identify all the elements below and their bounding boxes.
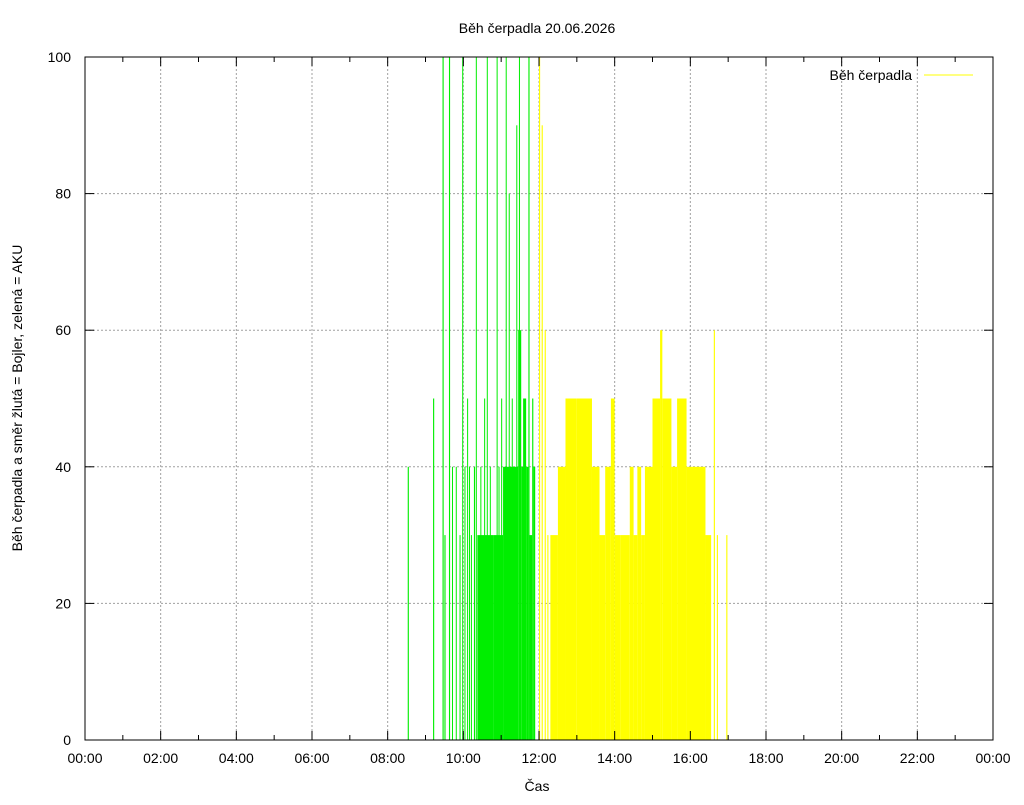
x-tick-label: 22:00 [900,750,935,766]
bar [550,535,558,740]
x-tick-label: 06:00 [294,750,329,766]
bar [529,535,533,740]
axis-ticks: 00:00 02:00 04:00 06:00 08:00 10:00 12:00 14:00… [48,49,1011,766]
bar [508,193,510,741]
bar [448,57,451,740]
bar [652,398,661,740]
bar [569,466,574,740]
x-tick-label: 04:00 [219,750,254,766]
bar [511,398,513,740]
x-tick-label: 02:00 [143,750,178,766]
y-tick-label: 40 [55,459,71,475]
bar [662,398,672,740]
x-tick-label: 12:00 [521,750,556,766]
bar [493,535,504,740]
bar [470,535,472,740]
bar [501,398,503,740]
bar [541,125,543,741]
bar [505,57,507,740]
bar [591,466,600,740]
bar [464,466,466,740]
legend-label: Běh čerpadla [829,67,912,83]
bar [477,535,494,740]
bar [576,398,592,740]
bar [686,466,706,740]
y-tick-label: 80 [55,186,71,202]
bar [473,466,476,740]
x-tick-label: 00:00 [67,750,102,766]
bar [671,466,678,740]
bar [557,466,566,740]
x-axis-label: Čas [525,778,550,794]
bar [716,535,718,740]
bar [605,466,611,740]
bar [539,57,541,740]
bar [526,466,529,740]
y-tick-label: 20 [55,595,71,611]
y-tick-label: 100 [48,49,72,65]
bar [503,466,519,740]
bar [637,466,642,740]
bar [677,398,687,740]
bar [660,330,663,740]
x-tick-label: 08:00 [370,750,405,766]
bar [544,330,546,740]
bar [713,330,715,740]
bar [486,57,488,740]
bar [469,466,471,740]
bar [484,398,486,740]
bar [459,535,461,740]
bar [433,398,435,740]
bar [629,466,634,740]
bar [533,466,536,740]
bar [532,398,534,740]
bar [518,330,522,740]
bar [462,57,464,740]
bar [467,398,469,740]
bar [480,466,482,740]
bar [644,466,653,740]
bar [610,398,615,740]
x-tick-label: 18:00 [748,750,783,766]
x-tick-label: 14:00 [597,750,632,766]
bar [513,535,515,740]
bar [489,466,491,740]
y-tick-label: 0 [63,732,71,748]
bar [455,466,457,740]
bars [407,57,728,741]
x-tick-label: 00:00 [975,750,1010,766]
bar [599,535,606,740]
bar [475,57,477,740]
bar [726,535,728,740]
bar [580,535,585,740]
bar [521,466,524,740]
bar [641,535,645,740]
bar [451,466,453,740]
x-tick-label: 20:00 [824,750,859,766]
bar [444,535,446,740]
x-tick-label: 16:00 [673,750,708,766]
bar [516,125,518,741]
bar [528,57,530,740]
bar [496,57,498,740]
bar [620,535,630,740]
bar [705,535,712,740]
series-bojler [539,57,728,741]
bar [407,466,409,740]
bar [547,535,549,740]
series-aku [407,57,536,741]
bar [633,535,638,740]
legend: Běh čerpadla [829,67,973,83]
y-axis-label: Běh čerpadla a směr žlutá = Bojler, zele… [9,245,25,552]
bar [442,57,444,740]
bar [498,466,500,740]
bar [614,535,621,740]
y-tick-label: 60 [55,322,71,338]
bar [523,398,527,740]
chart-title: Běh čerpadla 20.06.2026 [459,20,616,36]
x-tick-label: 10:00 [446,750,481,766]
